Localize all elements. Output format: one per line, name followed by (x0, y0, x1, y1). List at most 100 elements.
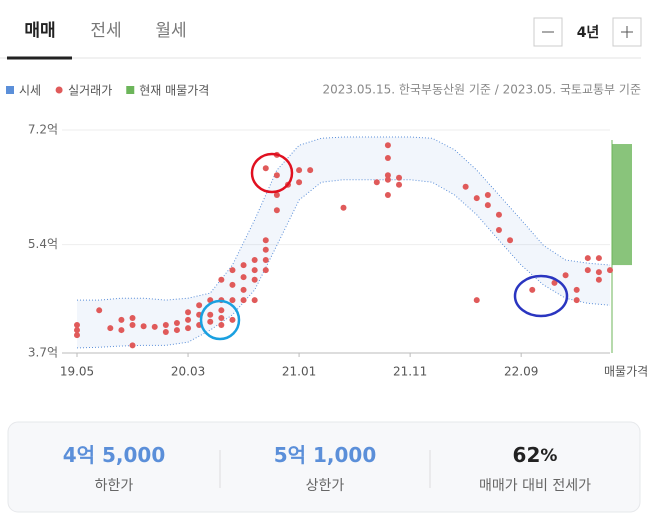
trade-point (207, 311, 214, 318)
trade-point (296, 167, 303, 174)
trade-point (584, 267, 591, 274)
trade-point (229, 281, 236, 288)
trade-point (484, 191, 491, 198)
legend-label: 시세 (19, 84, 41, 98)
trade-point (584, 255, 591, 262)
trade-point (74, 321, 80, 328)
summary-label: 하한가 (95, 478, 134, 494)
summary-value: 4억 5,000 (63, 443, 166, 467)
trade-point (162, 321, 169, 328)
trade-point (218, 307, 225, 314)
trade-point (185, 309, 192, 316)
summary-value: 5억 1,000 (274, 443, 377, 467)
trade-point (384, 155, 391, 162)
y-tick-label: 5.4억 (28, 237, 58, 251)
trade-point (129, 321, 136, 328)
trade-point (118, 327, 125, 334)
legend-swatch (55, 86, 63, 94)
trade-point (218, 314, 225, 321)
legend-label: 현재 매물가격 (139, 84, 209, 98)
trade-point (107, 325, 114, 332)
trade-point (607, 267, 613, 274)
trade-point (262, 256, 269, 263)
trade-point (240, 286, 247, 293)
x-tick-label: 19.05 (60, 365, 94, 379)
legend-label: 실거래가 (68, 84, 112, 98)
summary-number: 4억 5,000 (63, 443, 166, 467)
highlight-circle (513, 274, 569, 318)
trade-point (185, 316, 192, 323)
trade-point (129, 342, 136, 349)
trade-point (273, 207, 280, 214)
trade-point (396, 181, 403, 188)
trade-point (396, 174, 403, 181)
trade-point (140, 323, 147, 330)
trade-point (273, 191, 280, 198)
trade-point (473, 297, 480, 304)
trade-point (240, 262, 247, 269)
trade-point (595, 276, 602, 283)
summary-label: 매매가 대비 전세가 (479, 478, 591, 494)
trade-point (173, 320, 180, 327)
trade-point (340, 204, 347, 211)
trade-point (529, 286, 536, 293)
increase-button[interactable] (612, 17, 642, 47)
trade-point (251, 276, 258, 283)
highlight-circle (199, 299, 241, 341)
trade-point (296, 179, 303, 186)
legend-swatch (6, 86, 14, 94)
trade-point (262, 267, 269, 274)
summary-unit: % (540, 446, 557, 466)
trade-point (262, 246, 269, 253)
trade-point (562, 272, 569, 279)
trade-point (495, 211, 502, 218)
legend-swatch (126, 86, 135, 94)
source-note: 2023.05.15. 한국부동산원 기준 / 2023.05. 국토교통부 기… (323, 83, 642, 97)
trade-point (262, 237, 269, 244)
trade-point (218, 276, 225, 283)
decrease-button[interactable] (533, 17, 563, 47)
trade-point (384, 191, 391, 198)
tab[interactable]: 전세 (90, 21, 121, 41)
trade-point (151, 323, 158, 330)
trade-point (74, 327, 80, 334)
trade-point (207, 318, 214, 325)
summary-number: 5억 1,000 (274, 443, 377, 467)
plot: 3.7억 5.4억 7.2억 19.05 20.03 21.01 21.11 22.09 매물가… (28, 123, 648, 379)
x-tick-label: 20.03 (171, 365, 205, 379)
trade-point (185, 325, 192, 332)
legend: 시세 실거래가 현재 매물가격 (6, 84, 209, 98)
trade-point (573, 286, 580, 293)
trade-point (240, 274, 247, 281)
trade-point (129, 314, 136, 321)
y-tick-label: 3.7억 (28, 346, 58, 360)
summary-label: 상한가 (306, 478, 345, 494)
summary-number: 62 (513, 443, 541, 467)
tab[interactable]: 월세 (155, 21, 186, 41)
trade-point (307, 167, 314, 174)
trade-point (229, 297, 236, 304)
trade-point (495, 227, 502, 234)
trade-point (473, 195, 480, 202)
y-tick-label: 7.2억 (28, 123, 58, 137)
listing-label: 매물가격 (604, 365, 648, 379)
trade-point (229, 267, 236, 274)
trade-point (507, 237, 514, 244)
trade-point (251, 297, 258, 304)
trade-point (173, 327, 180, 334)
trade-point (251, 256, 258, 263)
tab[interactable]: 매매 (24, 21, 55, 41)
trade-point (262, 165, 269, 172)
x-tick-label: 22.09 (504, 365, 538, 379)
trade-point (162, 328, 169, 335)
trade-point (74, 332, 80, 339)
summary-value: 62% (513, 443, 558, 467)
trade-point (96, 307, 103, 314)
period: 4년 (577, 25, 600, 41)
trade-point (384, 172, 391, 179)
trade-point (384, 176, 391, 183)
band-upper (77, 136, 611, 301)
trade-point (118, 316, 125, 323)
trade-point (196, 302, 203, 309)
